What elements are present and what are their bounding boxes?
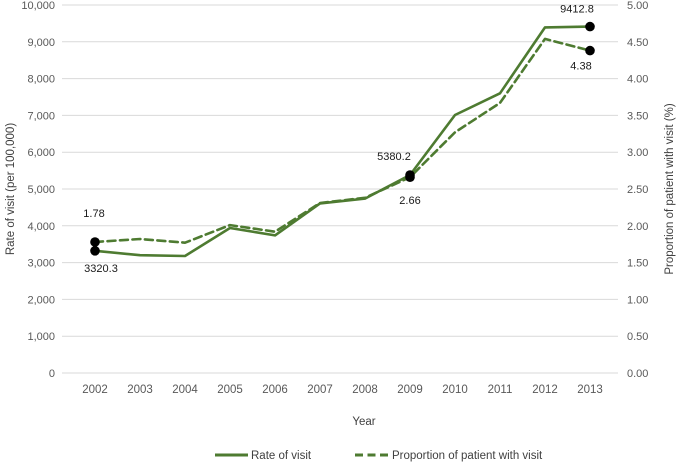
data-label: 3320.3 (84, 263, 118, 275)
right-tick-label: 2.00 (627, 221, 648, 233)
x-tick-label: 2007 (307, 384, 333, 396)
left-tick-label: 4,000 (27, 221, 55, 233)
right-tick-label: 3.50 (627, 110, 648, 122)
right-tick-label: 0.50 (627, 331, 648, 343)
x-tick-label: 2009 (397, 384, 423, 396)
x-tick-label: 2006 (262, 384, 288, 396)
right-tick-label: 4.50 (627, 37, 648, 49)
x-tick-label: 2003 (127, 384, 153, 396)
legend-label-proportion-of-patient-with-visit: Proportion of patient with visit (392, 450, 543, 462)
x-tick-label: 2008 (352, 384, 378, 396)
left-tick-label: 0 (49, 368, 55, 380)
left-tick-label: 2,000 (27, 294, 55, 306)
left-tick-label: 8,000 (27, 74, 55, 86)
left-tick-label: 9,000 (27, 37, 55, 49)
right-tick-label: 4.00 (627, 74, 648, 86)
x-tick-label: 2005 (217, 384, 243, 396)
left-tick-label: 10,000 (21, 0, 55, 12)
left-tick-label: 3,000 (27, 258, 55, 270)
data-label: 9412.8 (560, 4, 594, 16)
x-axis-title: Year (352, 416, 375, 428)
left-axis-title: Rate of visit (per 100,000) (5, 123, 17, 255)
legend-label-rate-of-visit: Rate of visit (251, 450, 312, 462)
series-line-proportion-of-patient-with-visit (93, 37, 592, 244)
data-point-labels: 1.78 3320.3 5380.2 2.66 9412.8 4.38 (83, 4, 594, 275)
right-axis-title: Proportion of patient with visit (%) (664, 103, 676, 274)
data-point-dot (585, 45, 595, 56)
left-tick-label: 5,000 (27, 184, 55, 196)
x-tick-label: 2012 (532, 384, 558, 396)
data-point-dot (405, 172, 415, 182)
data-point-dot (90, 246, 100, 256)
right-tick-label: 1.50 (627, 258, 648, 270)
right-tick-label: 0.00 (627, 368, 648, 380)
left-tick-label: 1,000 (27, 331, 55, 343)
data-point-dot (585, 21, 595, 32)
right-axis-tick-labels: 0.00 0.50 1.00 1.50 2.00 2.50 3.00 3.50 4.00 4.50… (627, 0, 648, 380)
legend: Rate of visit Proportion of patient with… (215, 450, 543, 462)
left-axis-tick-labels: 0 1,000 2,000 3,000 4,000 5,000 6,000 7,000 8,00… (21, 0, 55, 380)
gridlines (62, 4, 618, 374)
right-tick-label: 1.00 (627, 294, 648, 306)
right-tick-label: 2.50 (627, 184, 648, 196)
left-tick-label: 7,000 (27, 110, 55, 122)
x-tick-label: 2011 (488, 384, 513, 396)
data-point-markers (90, 21, 595, 256)
x-tick-label: 2013 (577, 384, 603, 396)
x-tick-label: 2010 (442, 384, 468, 396)
left-tick-label: 6,000 (27, 147, 55, 159)
right-tick-label: 5.00 (627, 0, 648, 12)
series-lines (93, 25, 592, 258)
data-label: 1.78 (83, 208, 104, 220)
data-label: 4.38 (570, 61, 591, 73)
data-label: 2.66 (399, 195, 420, 207)
data-label: 5380.2 (377, 151, 411, 163)
x-axis-tick-labels: 2002 2003 2004 2005 2006 2007 2008 2009 2010 2011… (82, 384, 603, 396)
x-tick-label: 2004 (172, 384, 198, 396)
right-tick-label: 3.00 (627, 147, 648, 159)
series-line-rate-of-visit (93, 25, 592, 258)
data-point-dot (90, 237, 100, 247)
x-tick-label: 2002 (82, 384, 108, 396)
